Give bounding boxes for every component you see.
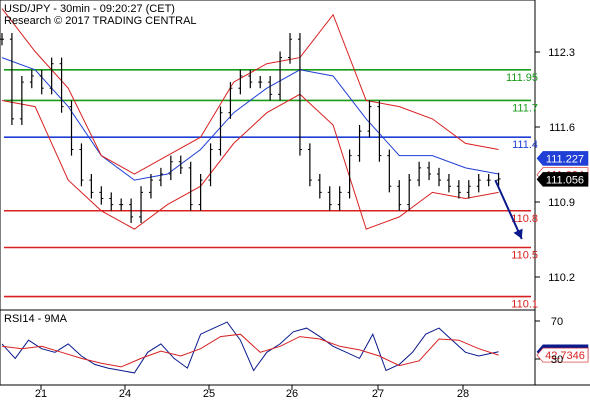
level-label: 111.4 bbox=[512, 139, 538, 151]
price-bar bbox=[19, 75, 24, 125]
rsi-series-line bbox=[1, 333, 499, 368]
price-bar bbox=[248, 69, 253, 89]
price-bar bbox=[238, 69, 243, 95]
price-bar bbox=[327, 186, 332, 211]
price-bar bbox=[168, 155, 173, 181]
price-y-tick-label: 110.2 bbox=[548, 272, 575, 284]
price-bar bbox=[297, 33, 302, 156]
x-tick-label: 25 bbox=[203, 388, 215, 400]
price-bar bbox=[178, 155, 183, 174]
price-bar bbox=[466, 180, 471, 199]
x-tick-label: 26 bbox=[286, 388, 298, 400]
price-bar bbox=[397, 180, 402, 211]
rsi-y-tick-label: 70 bbox=[551, 316, 563, 328]
rsi-plot-frame bbox=[0, 309, 536, 386]
price-series-line bbox=[1, 93, 499, 230]
price-bar bbox=[99, 186, 104, 205]
price-bar bbox=[417, 161, 422, 187]
level-label: 110.1 bbox=[511, 299, 538, 311]
price-y-tick-label: 110.9 bbox=[548, 197, 575, 209]
rsi-badge: 42.7346 bbox=[536, 347, 589, 363]
price-bar bbox=[9, 33, 14, 125]
price-bar bbox=[317, 173, 322, 199]
x-tick-label: 28 bbox=[457, 388, 469, 400]
price-bar bbox=[496, 172, 501, 187]
price-bar bbox=[39, 69, 44, 95]
price-bar bbox=[268, 75, 273, 101]
svg-text:42.7346: 42.7346 bbox=[545, 350, 585, 362]
price-bar bbox=[208, 143, 213, 187]
x-tick-label: 24 bbox=[119, 388, 131, 400]
price-bar bbox=[0, 33, 4, 46]
price-bar bbox=[278, 51, 283, 101]
price-bar bbox=[59, 57, 64, 113]
price-bar bbox=[258, 75, 263, 89]
price-bar bbox=[337, 186, 342, 211]
price-bar bbox=[387, 149, 392, 193]
price-bar bbox=[109, 192, 114, 211]
price-bar bbox=[158, 167, 163, 187]
price-badge: 111.227 bbox=[536, 151, 589, 166]
price-bar bbox=[198, 173, 203, 211]
price-bar bbox=[218, 106, 223, 156]
price-plot-frame bbox=[0, 0, 536, 311]
price-bar bbox=[29, 69, 34, 89]
price-bar bbox=[427, 161, 432, 181]
price-bar bbox=[456, 180, 461, 199]
svg-text:111.056: 111.056 bbox=[546, 174, 584, 186]
level-label: 111.7 bbox=[512, 102, 538, 114]
price-bar bbox=[347, 149, 352, 199]
price-bar bbox=[139, 186, 144, 224]
price-bar bbox=[446, 173, 451, 193]
price-bar bbox=[188, 161, 193, 211]
price-bar bbox=[476, 173, 481, 193]
price-bar bbox=[367, 100, 372, 138]
price-bar bbox=[307, 143, 312, 187]
price-bar bbox=[436, 167, 441, 187]
projection-arrow-line bbox=[494, 179, 523, 240]
level-label: 110.5 bbox=[511, 250, 538, 262]
price-bar bbox=[486, 173, 491, 187]
price-bar bbox=[49, 57, 54, 95]
x-tick-label: 27 bbox=[372, 388, 384, 400]
level-label: 111.95 bbox=[506, 72, 538, 84]
price-bar bbox=[407, 173, 412, 211]
price-y-tick-label: 112.3 bbox=[548, 47, 575, 59]
price-bar bbox=[148, 173, 153, 199]
svg-text:111.227: 111.227 bbox=[546, 153, 584, 165]
price-bar bbox=[377, 100, 382, 162]
price-bar bbox=[228, 82, 233, 119]
rsi-layer: 45.470342.7346 bbox=[1, 321, 589, 374]
level-label: 110.8 bbox=[511, 213, 538, 225]
price-badge: 111.056 bbox=[536, 172, 589, 187]
rsi-title: RSI14 - 9MA bbox=[4, 313, 68, 325]
price-bar bbox=[69, 100, 74, 156]
price-bar bbox=[288, 33, 293, 64]
x-tick-label: 21 bbox=[35, 388, 47, 400]
price-bar bbox=[129, 198, 134, 224]
rsi-series-line bbox=[1, 321, 499, 374]
price-bar bbox=[89, 173, 94, 199]
price-bar bbox=[357, 124, 362, 162]
price-series-line bbox=[1, 57, 499, 181]
price-y-tick-label: 111.6 bbox=[549, 122, 575, 134]
projection-arrow-head bbox=[513, 228, 523, 239]
price-bar bbox=[79, 143, 84, 187]
chart-title: USD/JPY - 30min - 09:20:27 (CET) bbox=[4, 3, 175, 15]
chart-subtitle: Research © 2017 TRADING CENTRAL bbox=[4, 15, 197, 27]
price-bar bbox=[119, 198, 124, 211]
price-layer: 111.95 111.7 111.4 110.8 110.5 110.1 111.227 11… bbox=[0, 8, 589, 311]
rsi-y-tick-label: 30 bbox=[551, 354, 563, 366]
